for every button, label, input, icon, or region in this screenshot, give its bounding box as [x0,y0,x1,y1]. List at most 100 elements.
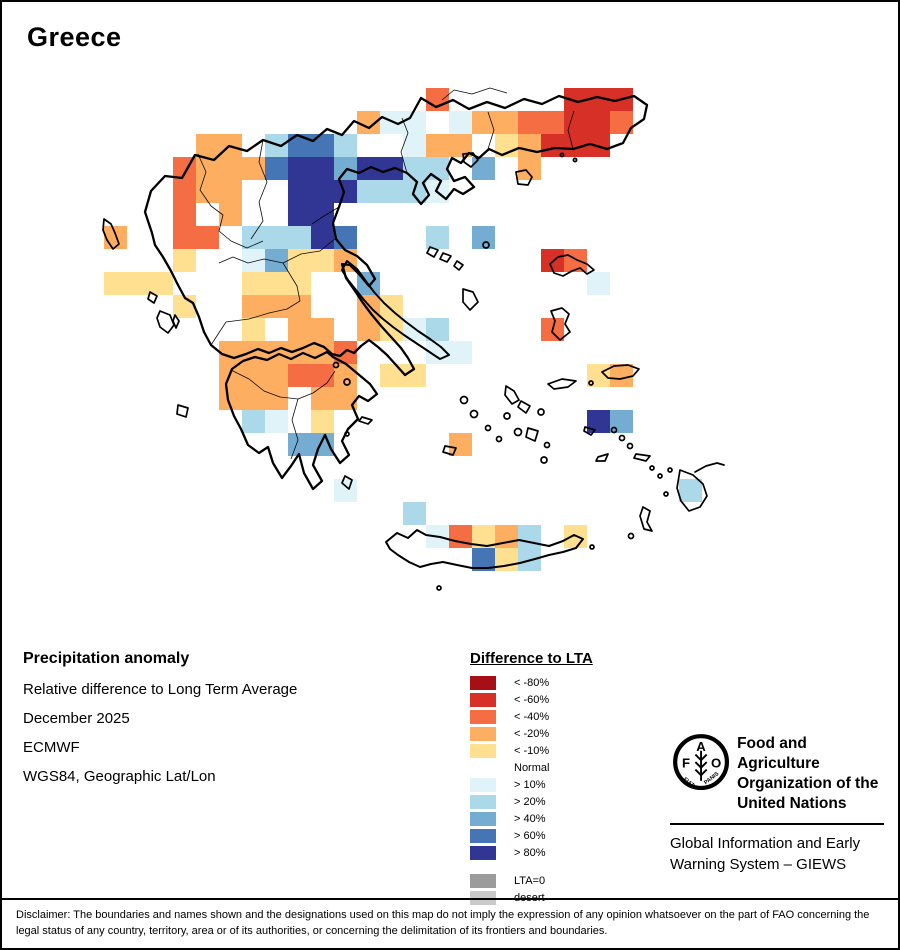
legend-items: < -80% < -60% < -40% < -20% < -10% Normal > 10… [470,674,650,861]
svg-text:A: A [696,739,706,754]
map-cell [610,410,633,433]
map-cell [610,111,633,134]
map-cell [472,157,495,180]
map-cell [518,111,541,134]
legend-label: desert [514,891,545,904]
coastlines [102,94,725,591]
info-line-projection: WGS84, Geographic Lat/Lon [23,768,216,785]
map-cell [288,364,311,387]
fao-block: A F O FIAT PANIS Food and Agriculture Or… [670,728,884,875]
legend-swatch [470,794,496,809]
map-cell [472,525,495,548]
map-cell [265,249,288,272]
map-cell [219,203,242,226]
map-cell [449,134,472,157]
svg-text:O: O [711,756,721,771]
map-cell [587,88,610,111]
map-cell [173,203,196,226]
legend-swatch [470,692,496,707]
crete-outline [385,529,584,569]
legend-title: Difference to LTA [470,650,593,667]
map-cell [334,226,357,249]
map-cell [288,249,311,272]
map-cell [242,410,265,433]
legend-row: LTA=0 [470,872,650,889]
map-cell [403,364,426,387]
map-cell [449,111,472,134]
map-cell [242,318,265,341]
map-cell [311,157,334,180]
map-cell [242,364,265,387]
map-cell [265,364,288,387]
legend-label: < -60% [514,693,550,706]
wheat-ear-icon [694,750,708,781]
map-cell [357,111,380,134]
map-cell [288,134,311,157]
legend-row: > 10% [470,776,650,793]
map-cell [403,157,426,180]
map-cell [173,226,196,249]
map-cell [242,226,265,249]
map-cell [196,134,219,157]
info-line-source: ECMWF [23,739,80,756]
map-cell [242,272,265,295]
map-cell [173,249,196,272]
map-cell [150,272,173,295]
legend-swatch [470,811,496,826]
map-cell [380,318,403,341]
legend-row: > 80% [470,844,650,861]
legend-row: < -10% [470,742,650,759]
map-cell [288,433,311,456]
map-cell [265,295,288,318]
map-cell [564,88,587,111]
legend-label: Normal [514,761,550,774]
legend: Difference to LTA < -80% < -60% < -40% < -2… [470,650,650,906]
map-cell [380,364,403,387]
map-cell [564,111,587,134]
legend-row: < -20% [470,725,650,742]
map-cell [265,226,288,249]
map-cell [587,111,610,134]
map-cell [219,180,242,203]
map-cell [288,226,311,249]
map-cell [587,410,610,433]
legend-label: < -10% [514,744,550,757]
legend-label: > 80% [514,846,546,859]
map-cell [104,226,127,249]
map-cell [587,272,610,295]
map-cell [311,410,334,433]
legend-extra-items: LTA=0 desert [470,872,650,906]
legend-row: Normal [470,759,650,776]
greece-map [102,87,725,591]
map-cell [288,157,311,180]
map-cell [219,341,242,364]
legend-swatch [470,873,496,888]
legend-swatch [470,726,496,741]
map-cell [334,157,357,180]
map-cell [265,410,288,433]
map-cell [380,180,403,203]
map-cell [196,157,219,180]
map-cell [288,272,311,295]
giews-label: Global Information and Early Warning Sys… [670,835,861,873]
map-cell [380,111,403,134]
map-cell [173,180,196,203]
map-cell [242,295,265,318]
legend-label: > 40% [514,812,546,825]
map-cell [679,479,702,502]
map-cell [541,134,564,157]
mainland-outline [143,94,649,377]
map-cell [311,433,334,456]
map-cell [127,272,150,295]
legend-label: > 60% [514,829,546,842]
map-cell [265,272,288,295]
legend-label: > 10% [514,778,546,791]
legend-swatch [470,828,496,843]
map-cell [426,226,449,249]
map-cell [219,157,242,180]
map-cell [403,502,426,525]
legend-swatch [470,760,496,775]
map-cell [449,341,472,364]
map-cell [288,203,311,226]
